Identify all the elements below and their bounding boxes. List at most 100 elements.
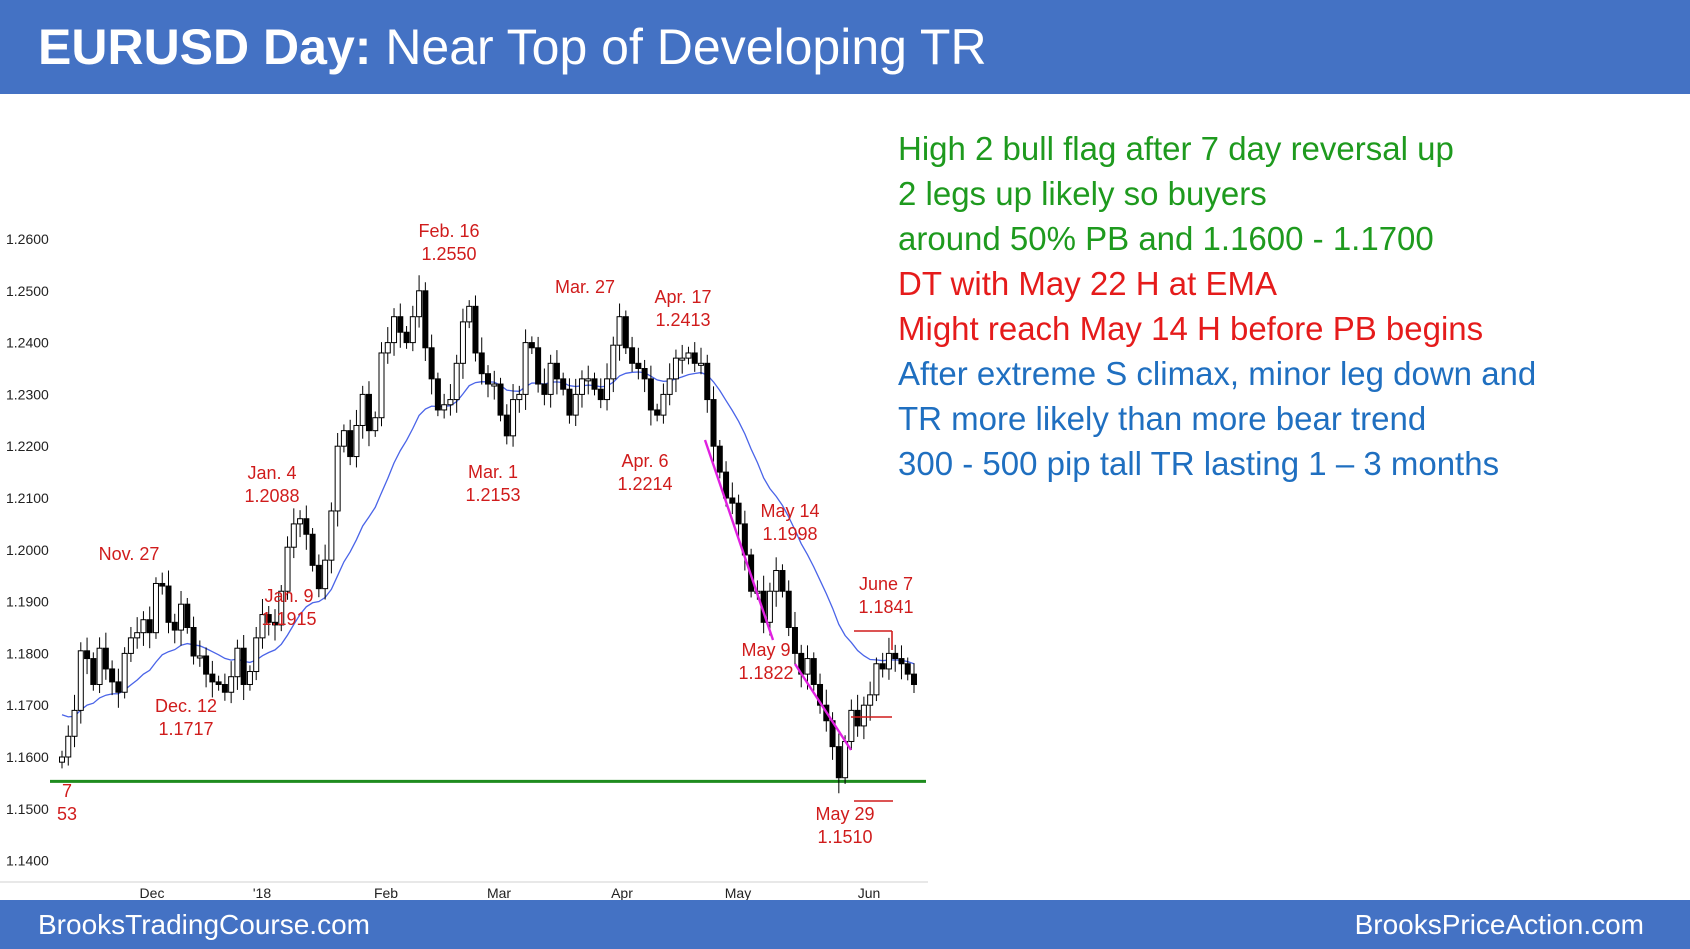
candle — [904, 657, 911, 681]
candle — [84, 637, 91, 675]
candle-body-bull — [372, 417, 379, 432]
annotation-label: May 29 1.1510 — [815, 804, 874, 847]
title-bold: EURUSD Day: — [38, 19, 372, 75]
candle-body-bull — [860, 704, 867, 727]
candle-body-bull — [259, 614, 266, 639]
candle-body-bear — [817, 683, 824, 706]
candle — [372, 411, 379, 437]
candle-body-bear — [115, 681, 122, 693]
candle — [259, 599, 266, 649]
candle — [297, 510, 304, 538]
candle-body-bull — [672, 357, 679, 380]
candle-body-bear — [209, 673, 216, 683]
candle — [378, 342, 385, 427]
candle — [71, 694, 78, 748]
candle-body-bull — [616, 316, 623, 346]
candle — [178, 590, 185, 646]
candle — [704, 354, 711, 413]
candle-body-bear — [240, 647, 247, 685]
annotation-label: Nov. 27 — [99, 544, 160, 564]
candle — [472, 295, 479, 362]
candle — [77, 642, 84, 724]
candle — [159, 572, 166, 595]
candle-body-bear — [879, 663, 886, 670]
candle-body-bear — [203, 655, 210, 675]
candle-body-bear — [716, 445, 723, 473]
candle-body-bear — [303, 518, 310, 535]
candle-body-bull — [466, 305, 473, 323]
candle-body-bull — [660, 393, 667, 416]
candle-body-bull — [409, 316, 416, 344]
candle — [879, 652, 886, 678]
candle — [553, 350, 560, 395]
candle-body-bear — [898, 658, 905, 665]
candle-body-bull — [178, 603, 185, 631]
candle — [416, 275, 423, 328]
candle — [497, 377, 504, 422]
candle — [578, 370, 585, 408]
candle — [272, 609, 278, 641]
annotation-line: 1.1717 — [158, 719, 213, 739]
candle — [766, 582, 773, 636]
candle-body-bull — [77, 650, 84, 711]
candle-body-bear — [215, 681, 222, 685]
annotation-line: 1.2550 — [421, 244, 476, 264]
candle-body-bear — [84, 650, 91, 660]
candle — [478, 337, 485, 385]
candle — [221, 673, 228, 701]
candle — [328, 502, 335, 574]
candle-body-bear — [102, 647, 109, 670]
candle-body-bear — [422, 290, 429, 349]
candle-body-bull — [459, 321, 466, 364]
candle-body-bear — [729, 497, 736, 504]
candle-body-bull — [328, 510, 335, 561]
candle — [246, 665, 253, 691]
candle-body-bear — [779, 570, 786, 592]
candle — [65, 725, 72, 766]
candle — [873, 657, 880, 702]
title-rest: Near Top of Developing TR — [385, 19, 987, 75]
candle-body-bear — [735, 502, 742, 525]
y-tick-label: 1.1600 — [6, 749, 49, 765]
candle-body-bear — [315, 564, 322, 590]
annotation-label: Dec. 12 1.1717 — [155, 696, 217, 739]
candle-body-bull — [297, 518, 304, 525]
candle — [334, 432, 341, 527]
candle-body-bear — [785, 590, 792, 628]
x-tick-label: May — [725, 885, 751, 900]
candle-body-bull — [59, 756, 65, 763]
annotation-label: May 9 1.1822 — [738, 640, 793, 683]
candle — [234, 639, 241, 690]
candle — [102, 632, 109, 680]
annotation-label: 7 53 — [57, 781, 77, 824]
note-line-5: Might reach May 14 H before PB begins — [898, 310, 1484, 347]
candle — [409, 305, 416, 352]
y-tick-label: 1.2000 — [6, 542, 49, 558]
annotation-line: Feb. 16 — [418, 221, 479, 241]
candle — [109, 660, 116, 696]
candle-body-bear — [428, 347, 435, 380]
trendline-upper — [703, 439, 775, 641]
candle-body-bull — [322, 559, 329, 590]
candle — [121, 647, 128, 699]
candle — [779, 564, 786, 598]
title-banner: EURUSD Day: Near Top of Developing TR — [0, 0, 1690, 94]
candle-body-bull — [253, 637, 260, 673]
candle-body-bear — [835, 746, 842, 779]
candle — [911, 663, 917, 694]
candle — [115, 668, 122, 708]
candle — [59, 750, 65, 769]
annotation-line: Mar. 1 — [468, 462, 518, 482]
candle-body-bear — [647, 378, 654, 411]
candle-body-bull — [441, 404, 448, 411]
candle-body-bull — [278, 590, 285, 626]
trendline-lower — [793, 663, 853, 751]
candle — [397, 303, 404, 348]
candle — [422, 282, 429, 361]
note-line-8: 300 - 500 pip tall TR lasting 1 – 3 mont… — [898, 445, 1500, 482]
page-title: EURUSD Day: Near Top of Developing TR — [38, 18, 987, 76]
candle — [660, 383, 667, 424]
candle — [284, 536, 291, 600]
candle-body-bear — [309, 533, 316, 566]
annotation-line: 1.1841 — [858, 597, 913, 617]
